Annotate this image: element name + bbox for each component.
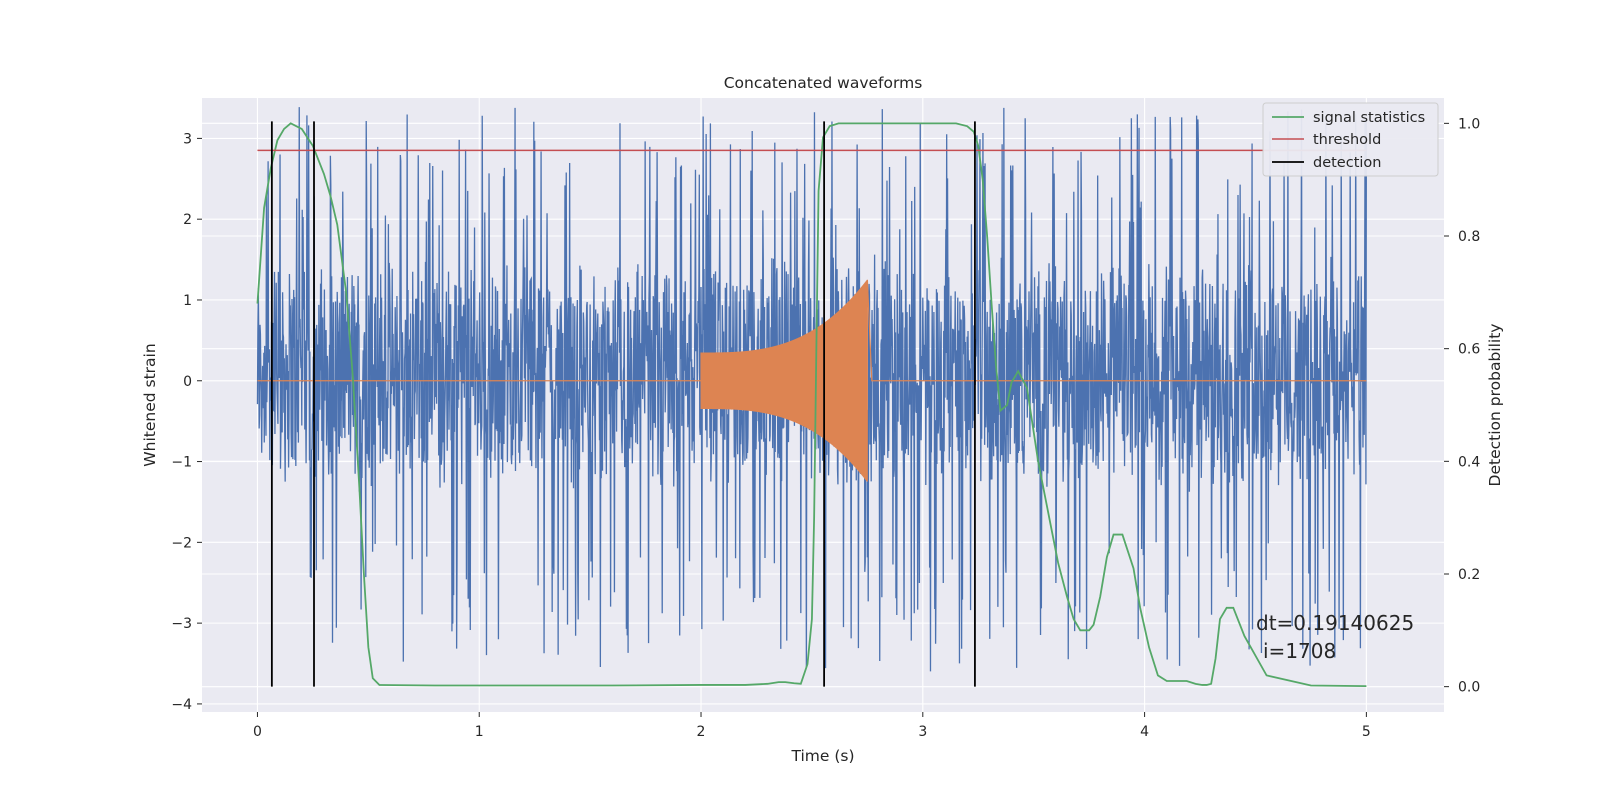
x-tick-label: 1 bbox=[475, 724, 484, 740]
x-axis-label: Time (s) bbox=[790, 747, 854, 765]
y-axis-label-right: Detection probability bbox=[1486, 324, 1504, 487]
y-tick-label-right: 0.4 bbox=[1458, 454, 1480, 470]
y-tick-label-right: 0.0 bbox=[1458, 680, 1480, 696]
legend-box bbox=[1262, 102, 1439, 177]
x-tick-label: 4 bbox=[1140, 724, 1149, 740]
annotation-dt: dt=0.19140625 bbox=[1256, 611, 1414, 635]
series-signal-statistics bbox=[256, 122, 1367, 687]
y-tick-label-left: −1 bbox=[171, 455, 192, 471]
x-tick-label: 2 bbox=[697, 724, 706, 740]
y-tick-label-right: 0.6 bbox=[1458, 342, 1480, 358]
chart-title: Concatenated waveforms bbox=[724, 74, 923, 92]
y-tick-label-left: 2 bbox=[183, 212, 192, 228]
plot-lines bbox=[256, 107, 1368, 687]
legend-label-threshold: threshold bbox=[1313, 132, 1381, 148]
y-tick-label-left: 0 bbox=[183, 374, 192, 390]
axes-ticks: 0 1 2 3 4 5 −4 −3 −2 −1 0 1 2 3 0.0 0.2 0.4 0.6 0.8 1.0 bbox=[171, 116, 1480, 740]
x-tick-label: 3 bbox=[918, 724, 927, 740]
x-tick-label: 0 bbox=[253, 724, 262, 740]
y-tick-label-left: −3 bbox=[171, 616, 192, 632]
y-tick-label-right: 0.8 bbox=[1458, 229, 1480, 245]
y-tick-label-right: 1.0 bbox=[1458, 116, 1480, 132]
y-tick-label-right: 0.2 bbox=[1458, 567, 1480, 583]
y-tick-label-left: −2 bbox=[171, 535, 192, 551]
legend: signal statistics threshold detection bbox=[1262, 102, 1439, 177]
y-tick-label-left: 3 bbox=[183, 131, 192, 147]
annotation-i: i=1708 bbox=[1263, 639, 1336, 663]
series-injected-waveform bbox=[257, 279, 1367, 482]
legend-label-signal-statistics: signal statistics bbox=[1313, 110, 1425, 126]
series-detection bbox=[270, 121, 976, 687]
x-tick-label: 5 bbox=[1362, 724, 1371, 740]
y-tick-label-left: −4 bbox=[171, 697, 192, 713]
legend-label-detection: detection bbox=[1313, 155, 1381, 171]
y-axis-label-left: Whitened strain bbox=[141, 343, 159, 466]
y-tick-label-left: 1 bbox=[183, 293, 192, 309]
